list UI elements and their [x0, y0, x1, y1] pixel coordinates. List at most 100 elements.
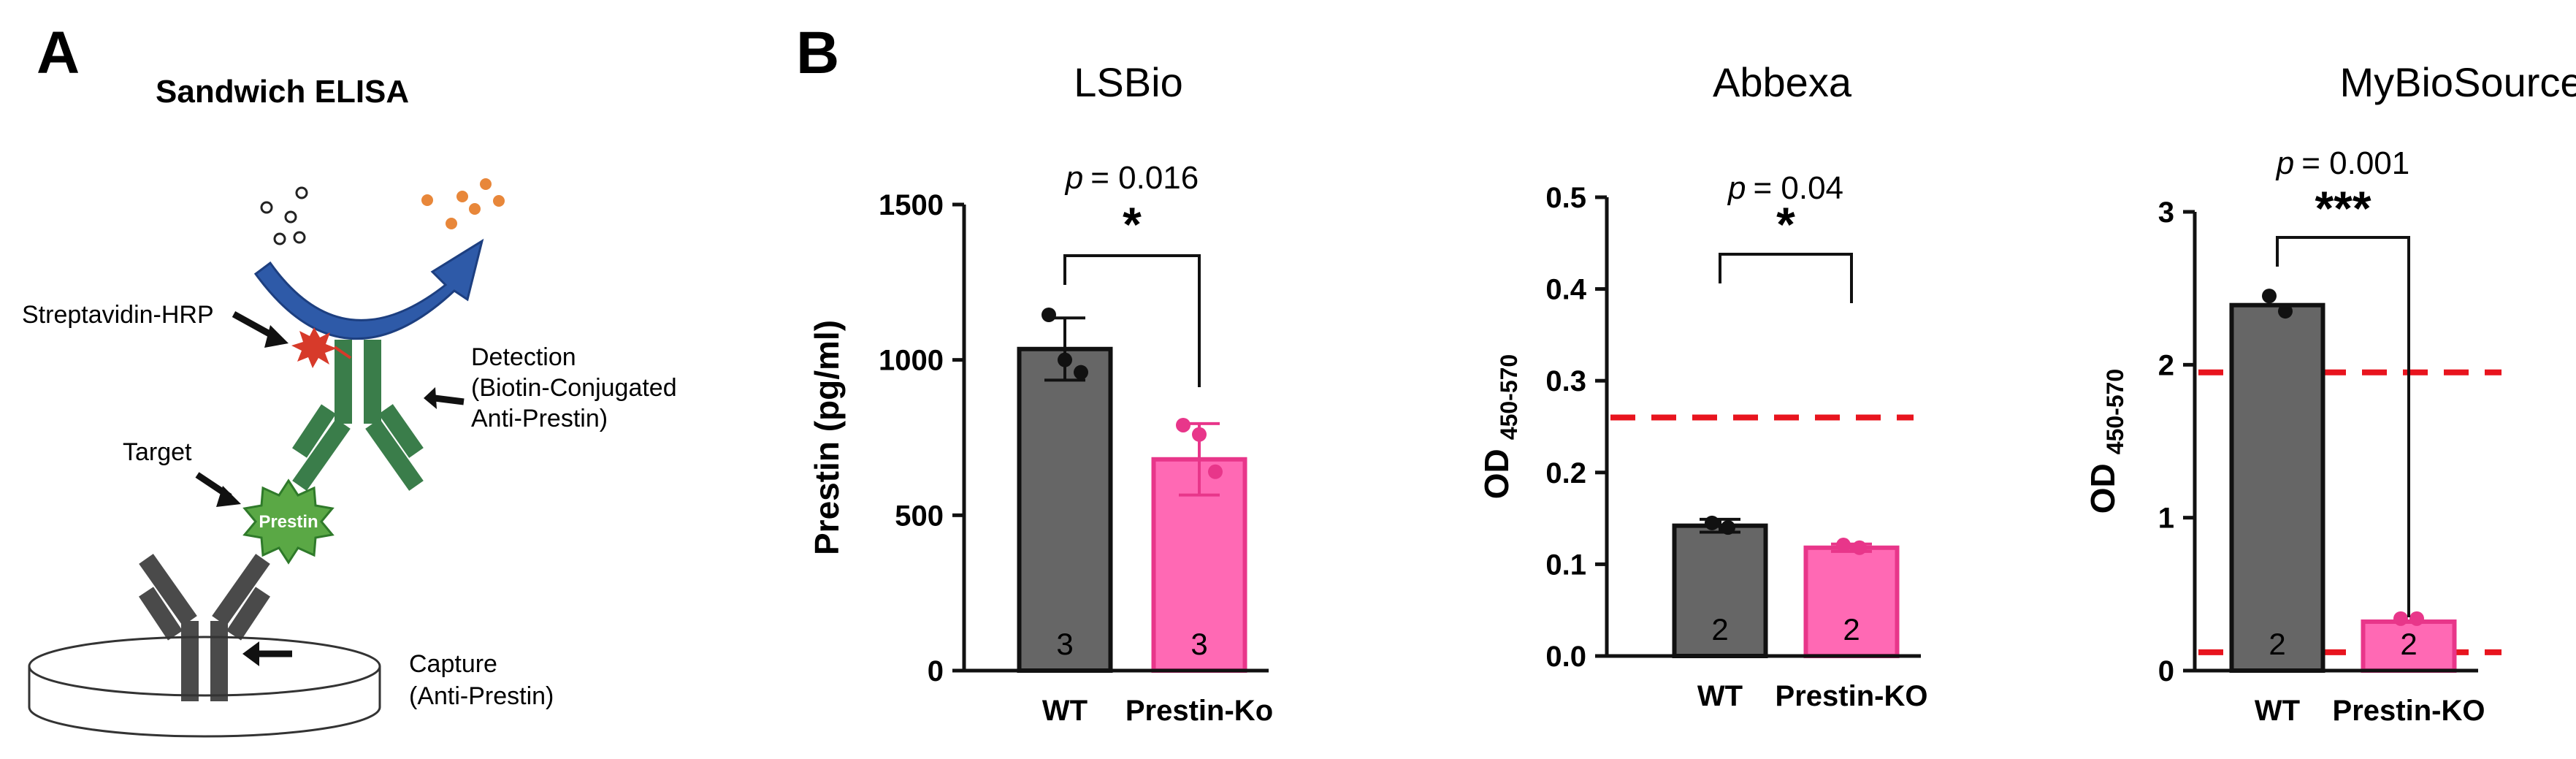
chart-title: MyBioSource	[2339, 59, 2576, 105]
detection-label-1: Detection	[471, 343, 576, 371]
p-value-symbol: p	[2275, 145, 2294, 181]
y-axis-label: OD 450-570	[2084, 369, 2128, 514]
p-value: p = 0.001	[2275, 145, 2410, 181]
y-tick-label: 3	[2158, 197, 2174, 229]
chart-lsbio: LSBio 3 WT 3 Prestin-Ko 0 500 1000 1500 Prestin (…	[808, 59, 1273, 727]
p-value-text: = 0.04	[1753, 170, 1843, 206]
significance-bracket	[1719, 253, 1853, 303]
bar-ko	[2361, 619, 2457, 673]
detection-antibody-icon	[292, 340, 424, 491]
n-label: 3	[1056, 627, 1073, 661]
n-label: 3	[1190, 627, 1207, 661]
bar-ko	[1803, 545, 1900, 658]
n-label: 2	[1711, 612, 1728, 647]
p-value-symbol: p	[1064, 160, 1083, 196]
pointer-arrowhead-icon	[264, 325, 288, 348]
p-value-text: = 0.001	[2301, 145, 2409, 181]
y-tick-label: 0.4	[1545, 274, 1586, 306]
panel-a-label: A	[37, 20, 80, 86]
y-tick-label: 0.0	[1545, 641, 1586, 673]
data-point	[1176, 417, 1190, 432]
n-label: 2	[1843, 612, 1860, 647]
bar-wt	[1672, 523, 1768, 659]
data-point	[1721, 520, 1735, 535]
p-value: p = 0.04	[1727, 170, 1843, 206]
data-point	[1852, 540, 1867, 555]
hrp-star-icon	[291, 327, 337, 368]
data-point	[1074, 365, 1088, 380]
significance-bracket	[1063, 254, 1201, 387]
y-tick-label: 0.3	[1545, 365, 1586, 397]
product-dots-icon	[421, 178, 505, 229]
y-axis-label: Prestin (pg/ml)	[808, 320, 846, 555]
target-label: Target	[123, 438, 192, 466]
significance-stars: *	[1776, 197, 1795, 251]
category-label: WT	[2255, 695, 2300, 727]
y-tick-label: 0.5	[1545, 182, 1586, 214]
capture-arrowhead-icon	[242, 641, 259, 666]
chart-abbexa: Abbexa 2 WT 2 Prestin-KO 0.0 0.1 0.2 0.3 0.4 0.5 OD…	[1478, 59, 1927, 712]
panel-b-label: B	[796, 20, 839, 86]
y-tick-label: 500	[895, 500, 944, 532]
data-point	[1042, 307, 1056, 322]
y-tick-label: 0.2	[1545, 457, 1586, 489]
data-point	[1192, 427, 1207, 442]
p-value: p = 0.016	[1064, 160, 1199, 196]
y-axis-label-main: OD	[1478, 449, 1516, 499]
y-axis-label-subscript: 450-570	[1496, 354, 1522, 440]
y-tick-label: 1500	[879, 189, 944, 221]
target-arrowhead-icon	[216, 486, 241, 507]
panel-a-title: Sandwich ELISA	[156, 74, 409, 110]
data-point	[2262, 289, 2277, 304]
data-point	[1058, 352, 1072, 367]
y-tick-label: 0.1	[1545, 549, 1586, 581]
y-tick-label: 0	[928, 655, 944, 687]
detection-pointer-icon	[434, 394, 465, 405]
significance-stars: *	[1123, 197, 1142, 251]
well-plate-icon	[28, 636, 381, 738]
capture-label-1: Capture	[409, 650, 497, 678]
substrate-icon	[260, 186, 308, 245]
y-tick-label: 1000	[879, 345, 944, 377]
chart-mybiosource: MyBioSource 2 WT 2 Prestin-KO 0 1 2 3 OD 450-570 **…	[2084, 59, 2576, 727]
detection-label-3: Anti-Prestin)	[471, 405, 608, 432]
data-point	[2409, 611, 2424, 626]
data-point	[1705, 515, 1719, 530]
y-axis-label-main: OD	[2084, 463, 2122, 514]
n-label: 2	[2269, 627, 2285, 661]
category-label: Prestin-KO	[2333, 695, 2485, 727]
chart-title: LSBio	[1074, 59, 1182, 105]
data-point	[1208, 464, 1223, 479]
prestin-target-icon	[242, 478, 335, 565]
bar-wt	[1017, 346, 1113, 673]
detection-label-2: (Biotin-Conjugated	[471, 374, 677, 402]
bar-wt	[2229, 302, 2325, 673]
capture-antibody-icon	[139, 554, 270, 701]
capture-label-2: (Anti-Prestin)	[409, 682, 554, 710]
detection-arrowhead-icon	[424, 387, 437, 409]
category-label: WT	[1697, 680, 1743, 712]
data-point	[2278, 304, 2293, 319]
category-label: Prestin-KO	[1776, 680, 1928, 712]
prestin-target-label: Prestin	[259, 512, 318, 532]
y-tick-label: 0	[2158, 655, 2174, 687]
panel-a-diagram: A Sandwich ELISA Streptavidin-HRP	[22, 20, 677, 738]
data-point	[1836, 538, 1851, 553]
p-value-text: = 0.016	[1090, 160, 1199, 196]
reaction-arrow-icon	[253, 238, 484, 340]
p-value-symbol: p	[1727, 170, 1746, 206]
n-label: 2	[2400, 627, 2417, 661]
biotin-link-icon	[333, 346, 352, 359]
y-axis-label-subscript: 450-570	[2102, 369, 2128, 454]
y-axis-label: OD 450-570	[1478, 354, 1522, 499]
significance-bracket	[2276, 236, 2410, 617]
y-tick-label: 2	[2158, 349, 2174, 381]
data-point	[2393, 611, 2408, 626]
significance-stars: ***	[2315, 181, 2371, 235]
streptavidin-hrp-label: Streptavidin-HRP	[22, 301, 214, 329]
category-label: WT	[1042, 695, 1088, 727]
category-label: Prestin-Ko	[1125, 695, 1273, 727]
chart-title: Abbexa	[1713, 59, 1852, 105]
y-tick-label: 1	[2158, 503, 2174, 535]
